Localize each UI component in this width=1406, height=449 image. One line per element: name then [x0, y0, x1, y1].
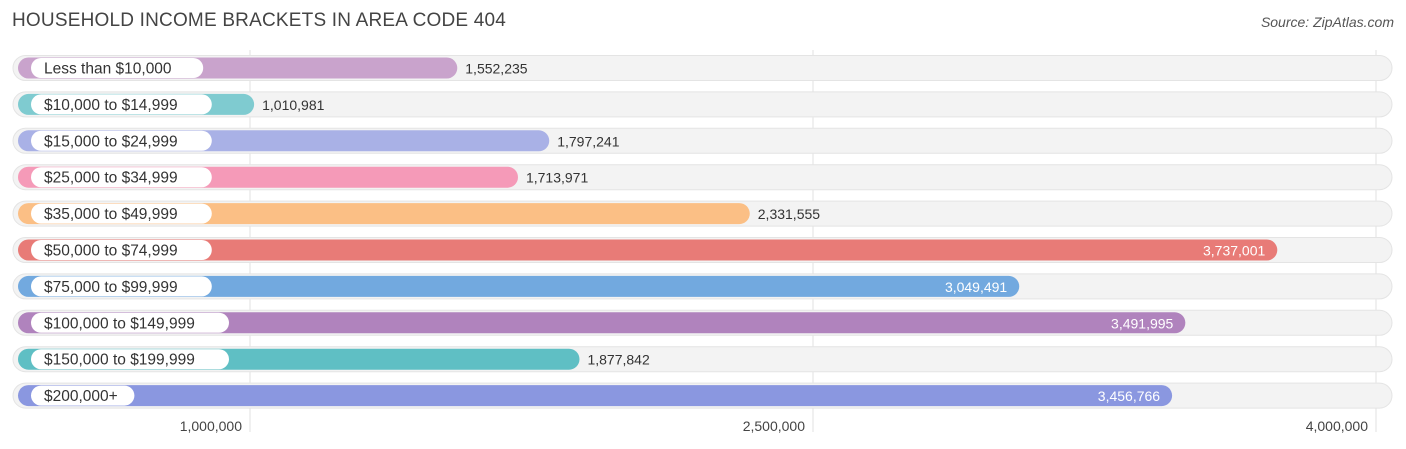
value-label-5: 2,331,555: [758, 206, 820, 222]
category-label-7: $75,000 to $99,999: [44, 279, 178, 296]
category-label-8: $100,000 to $149,999: [44, 315, 195, 332]
category-pill-3: [31, 130, 212, 151]
bar-8[interactable]: [18, 312, 1186, 334]
value-label-2: 1,010,981: [262, 97, 324, 113]
value-label-8: 3,491,995: [1111, 315, 1173, 331]
xtick-label-3: 4,000,000: [1306, 418, 1368, 434]
category-pill-1: [31, 58, 204, 78]
value-label-1: 1,552,235: [465, 61, 527, 77]
category-label-9: $150,000 to $199,999: [44, 352, 195, 369]
category-pill-5: [31, 203, 212, 224]
category-label-6: $50,000 to $74,999: [44, 243, 178, 260]
chart-title: HOUSEHOLD INCOME BRACKETS IN AREA CODE 4…: [12, 10, 507, 31]
chart-source: Source: ZipAtlas.com: [1260, 14, 1394, 30]
bar-10[interactable]: [18, 385, 1173, 407]
category-label-3: $15,000 to $24,999: [44, 133, 178, 150]
xtick-label-2: 2,500,000: [743, 418, 805, 434]
category-pill-7: [31, 276, 212, 297]
category-pill-2: [31, 94, 212, 115]
category-pill-8: [31, 312, 229, 333]
category-label-5: $35,000 to $49,999: [44, 206, 178, 223]
value-label-9: 1,877,842: [587, 352, 649, 368]
category-label-2: $10,000 to $14,999: [44, 97, 178, 114]
value-label-3: 1,797,241: [557, 133, 619, 149]
category-pill-9: [31, 349, 229, 370]
value-label-6: 3,737,001: [1203, 243, 1265, 259]
value-label-4: 1,713,971: [526, 170, 588, 186]
value-label-10: 3,456,766: [1098, 388, 1160, 404]
category-label-4: $25,000 to $34,999: [44, 170, 178, 187]
category-pill-10: [31, 385, 135, 406]
value-label-7: 3,049,491: [945, 279, 1007, 295]
xtick-label-1: 1,000,000: [180, 418, 242, 434]
bar-6[interactable]: [18, 239, 1278, 261]
category-label-10: $200,000+: [44, 388, 118, 405]
category-pill-4: [31, 167, 212, 188]
category-label-1: Less than $10,000: [44, 61, 172, 78]
category-pill-6: [31, 240, 212, 260]
bar-7[interactable]: [18, 275, 1020, 297]
bar-track-2: [12, 91, 1393, 118]
